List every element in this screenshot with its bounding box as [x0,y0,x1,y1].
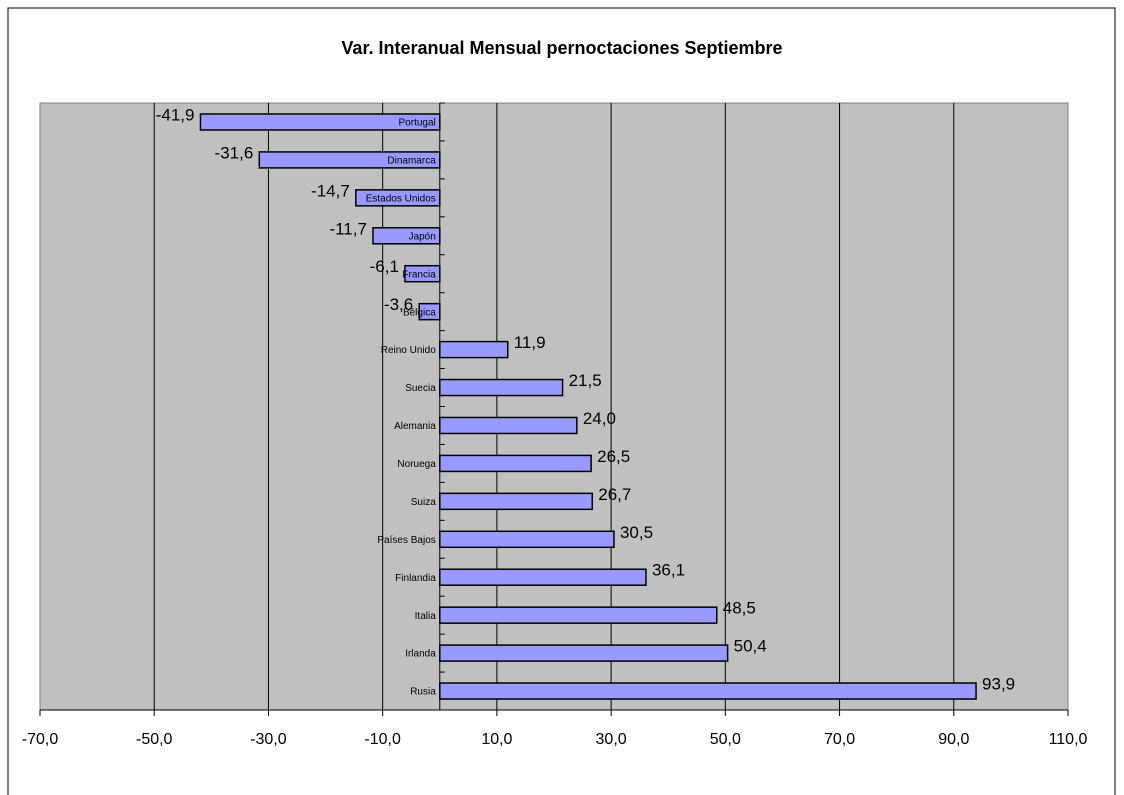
category-label: Rusia [410,687,436,698]
value-label: -14,7 [311,181,350,200]
category-label: Italia [415,611,437,622]
category-label: Noruega [397,459,436,470]
bar [439,606,718,624]
value-label: 26,5 [597,447,630,466]
bar [439,416,578,435]
value-label: 50,4 [734,637,767,656]
value-label: 30,5 [620,523,653,542]
x-tick-label: 70,0 [824,731,855,748]
value-label: 24,0 [583,409,616,428]
x-tick-label: 90,0 [938,731,969,748]
x-tick-label: 50,0 [710,731,741,748]
category-label: Alemania [394,421,436,432]
category-label: Japón [409,231,436,242]
category-label: Finlandia [395,573,436,584]
value-label: -31,6 [215,143,254,162]
value-label: 36,1 [652,561,685,580]
category-label: Portugal [399,118,436,129]
category-label: Reino Unido [381,345,436,356]
value-label: -6,1 [370,257,399,276]
chart-title: Var. Interanual Mensual pernoctaciones S… [341,38,782,58]
category-label: Países Bajos [377,535,435,546]
x-tick-label: 30,0 [596,731,627,748]
value-label: 11,9 [514,333,546,352]
value-label: 48,5 [723,599,756,618]
value-label: 93,9 [982,675,1015,694]
bar [439,378,564,397]
x-tick-label: -10,0 [364,731,401,748]
x-tick-label: -70,0 [22,731,59,748]
value-label: 26,7 [598,485,631,504]
category-label: Bélgica [403,307,436,318]
bar [439,644,729,662]
category-label: Suiza [411,497,436,508]
bar [439,530,615,549]
category-label: Francia [402,269,436,280]
x-tick-label: 10,0 [481,731,512,748]
value-label: 21,5 [569,371,602,390]
category-label: Suecia [405,383,436,394]
value-label: -3,6 [384,295,413,314]
bar [439,454,592,473]
bar [439,340,509,359]
category-label: Dinamarca [387,156,436,167]
x-tick-label: -50,0 [136,731,173,748]
value-label: -11,7 [329,219,367,238]
bar [439,682,977,700]
bar [439,568,647,586]
category-label: Estados Unidos [366,193,436,204]
bar [439,492,594,511]
category-label: Irlanda [405,649,436,660]
value-label: -41,9 [156,105,195,124]
x-tick-label: 110,0 [1049,731,1088,748]
x-tick-label: -30,0 [250,731,287,748]
